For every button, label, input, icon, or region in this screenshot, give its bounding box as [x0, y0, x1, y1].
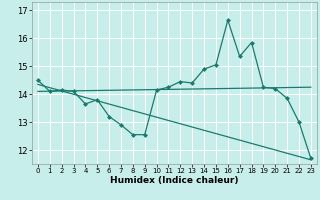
- X-axis label: Humidex (Indice chaleur): Humidex (Indice chaleur): [110, 176, 239, 185]
